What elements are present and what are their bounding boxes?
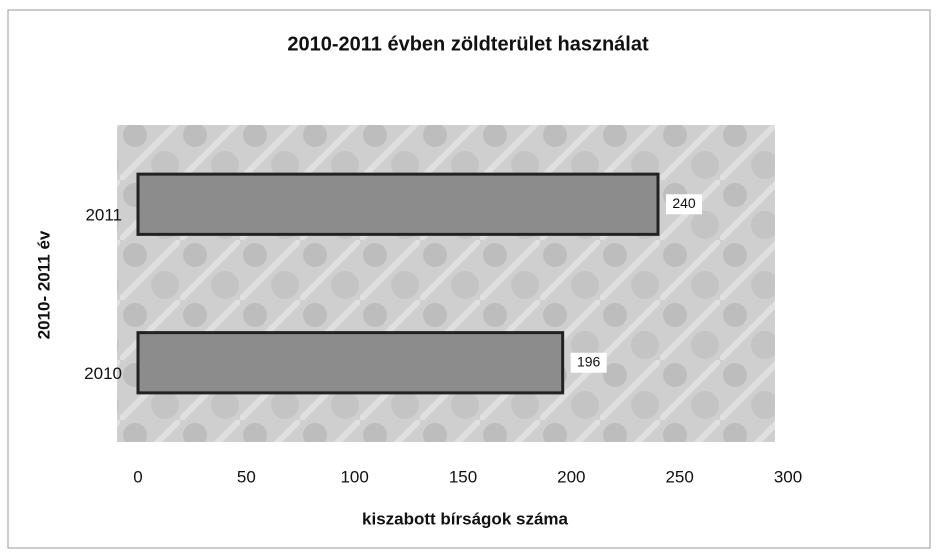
y-tick-label: 2010 bbox=[84, 364, 122, 383]
chart-title: 2010-2011 évben zöldterület használat bbox=[287, 33, 649, 55]
data-label-box bbox=[666, 194, 702, 215]
x-tick-label: 150 bbox=[449, 467, 477, 486]
x-tick-label: 100 bbox=[340, 467, 368, 486]
data-label-box bbox=[570, 352, 607, 373]
y-axis-title: 2010- 2011 év bbox=[34, 230, 53, 339]
x-axis-title: kiszabott bírságok száma bbox=[362, 509, 569, 528]
x-tick-label: 50 bbox=[237, 467, 256, 486]
y-tick-label: 2011 bbox=[85, 206, 122, 225]
x-tick-label: 200 bbox=[557, 467, 585, 486]
x-tick-label: 0 bbox=[133, 467, 142, 486]
x-tick-label: 300 bbox=[774, 467, 802, 486]
bar bbox=[136, 172, 660, 236]
plot-area bbox=[117, 125, 775, 442]
x-tick-label: 250 bbox=[665, 467, 693, 486]
bar bbox=[136, 331, 565, 395]
data-label: 196 bbox=[577, 353, 601, 369]
frame bbox=[7, 9, 931, 549]
data-label: 240 bbox=[672, 195, 696, 211]
